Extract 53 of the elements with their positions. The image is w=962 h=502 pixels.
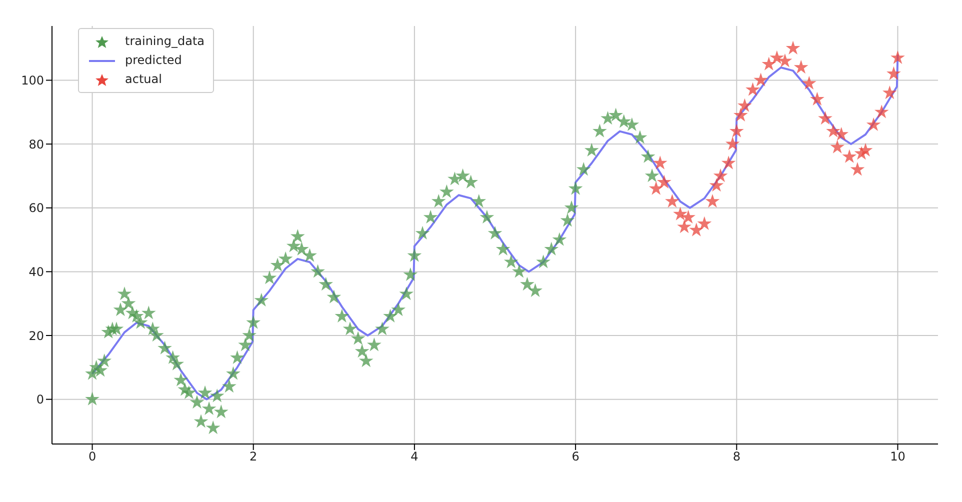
point <box>709 178 724 192</box>
point <box>656 174 672 188</box>
point <box>738 98 752 112</box>
point <box>850 162 865 176</box>
x-tick-label: 0 <box>88 450 96 464</box>
point <box>890 50 905 64</box>
y-tick-label: 100 <box>21 74 44 88</box>
y-tick-label: 40 <box>28 264 44 279</box>
point <box>673 206 688 220</box>
y-tick-label: 20 <box>28 328 44 343</box>
y-tick-label: 0 <box>36 392 44 407</box>
point <box>689 222 704 236</box>
point <box>802 76 816 90</box>
point <box>874 104 889 118</box>
point <box>713 168 728 182</box>
point <box>746 82 760 96</box>
point <box>794 60 808 74</box>
y-tick-label: 60 <box>28 201 44 216</box>
point <box>762 56 776 70</box>
point <box>818 110 832 125</box>
point <box>681 210 696 224</box>
point <box>733 108 748 122</box>
point <box>830 140 844 154</box>
x-tick-label: 2 <box>250 450 258 464</box>
point <box>834 126 849 141</box>
legend-label: actual <box>125 71 162 88</box>
point <box>729 124 744 138</box>
x-tick-label: 8 <box>732 450 740 464</box>
point <box>697 216 712 230</box>
point <box>810 92 824 106</box>
point <box>866 117 881 132</box>
point <box>725 136 740 150</box>
point <box>826 124 840 138</box>
point <box>677 219 692 234</box>
legend-label: predicted <box>125 52 182 69</box>
point <box>721 156 736 170</box>
legend-label: training_data <box>125 33 205 50</box>
point <box>842 149 857 163</box>
point <box>665 194 680 208</box>
x-tick-label: 10 <box>890 450 906 464</box>
point <box>754 72 768 86</box>
point <box>770 50 784 64</box>
x-tick-label: 4 <box>410 450 418 464</box>
point <box>786 40 800 54</box>
point <box>858 142 873 157</box>
point <box>648 181 664 195</box>
y-tick-label: 80 <box>28 137 44 152</box>
x-tick-label: 6 <box>572 450 580 464</box>
point <box>886 66 901 80</box>
point <box>652 156 668 170</box>
point <box>882 85 897 100</box>
point <box>705 194 720 208</box>
point <box>778 54 792 68</box>
